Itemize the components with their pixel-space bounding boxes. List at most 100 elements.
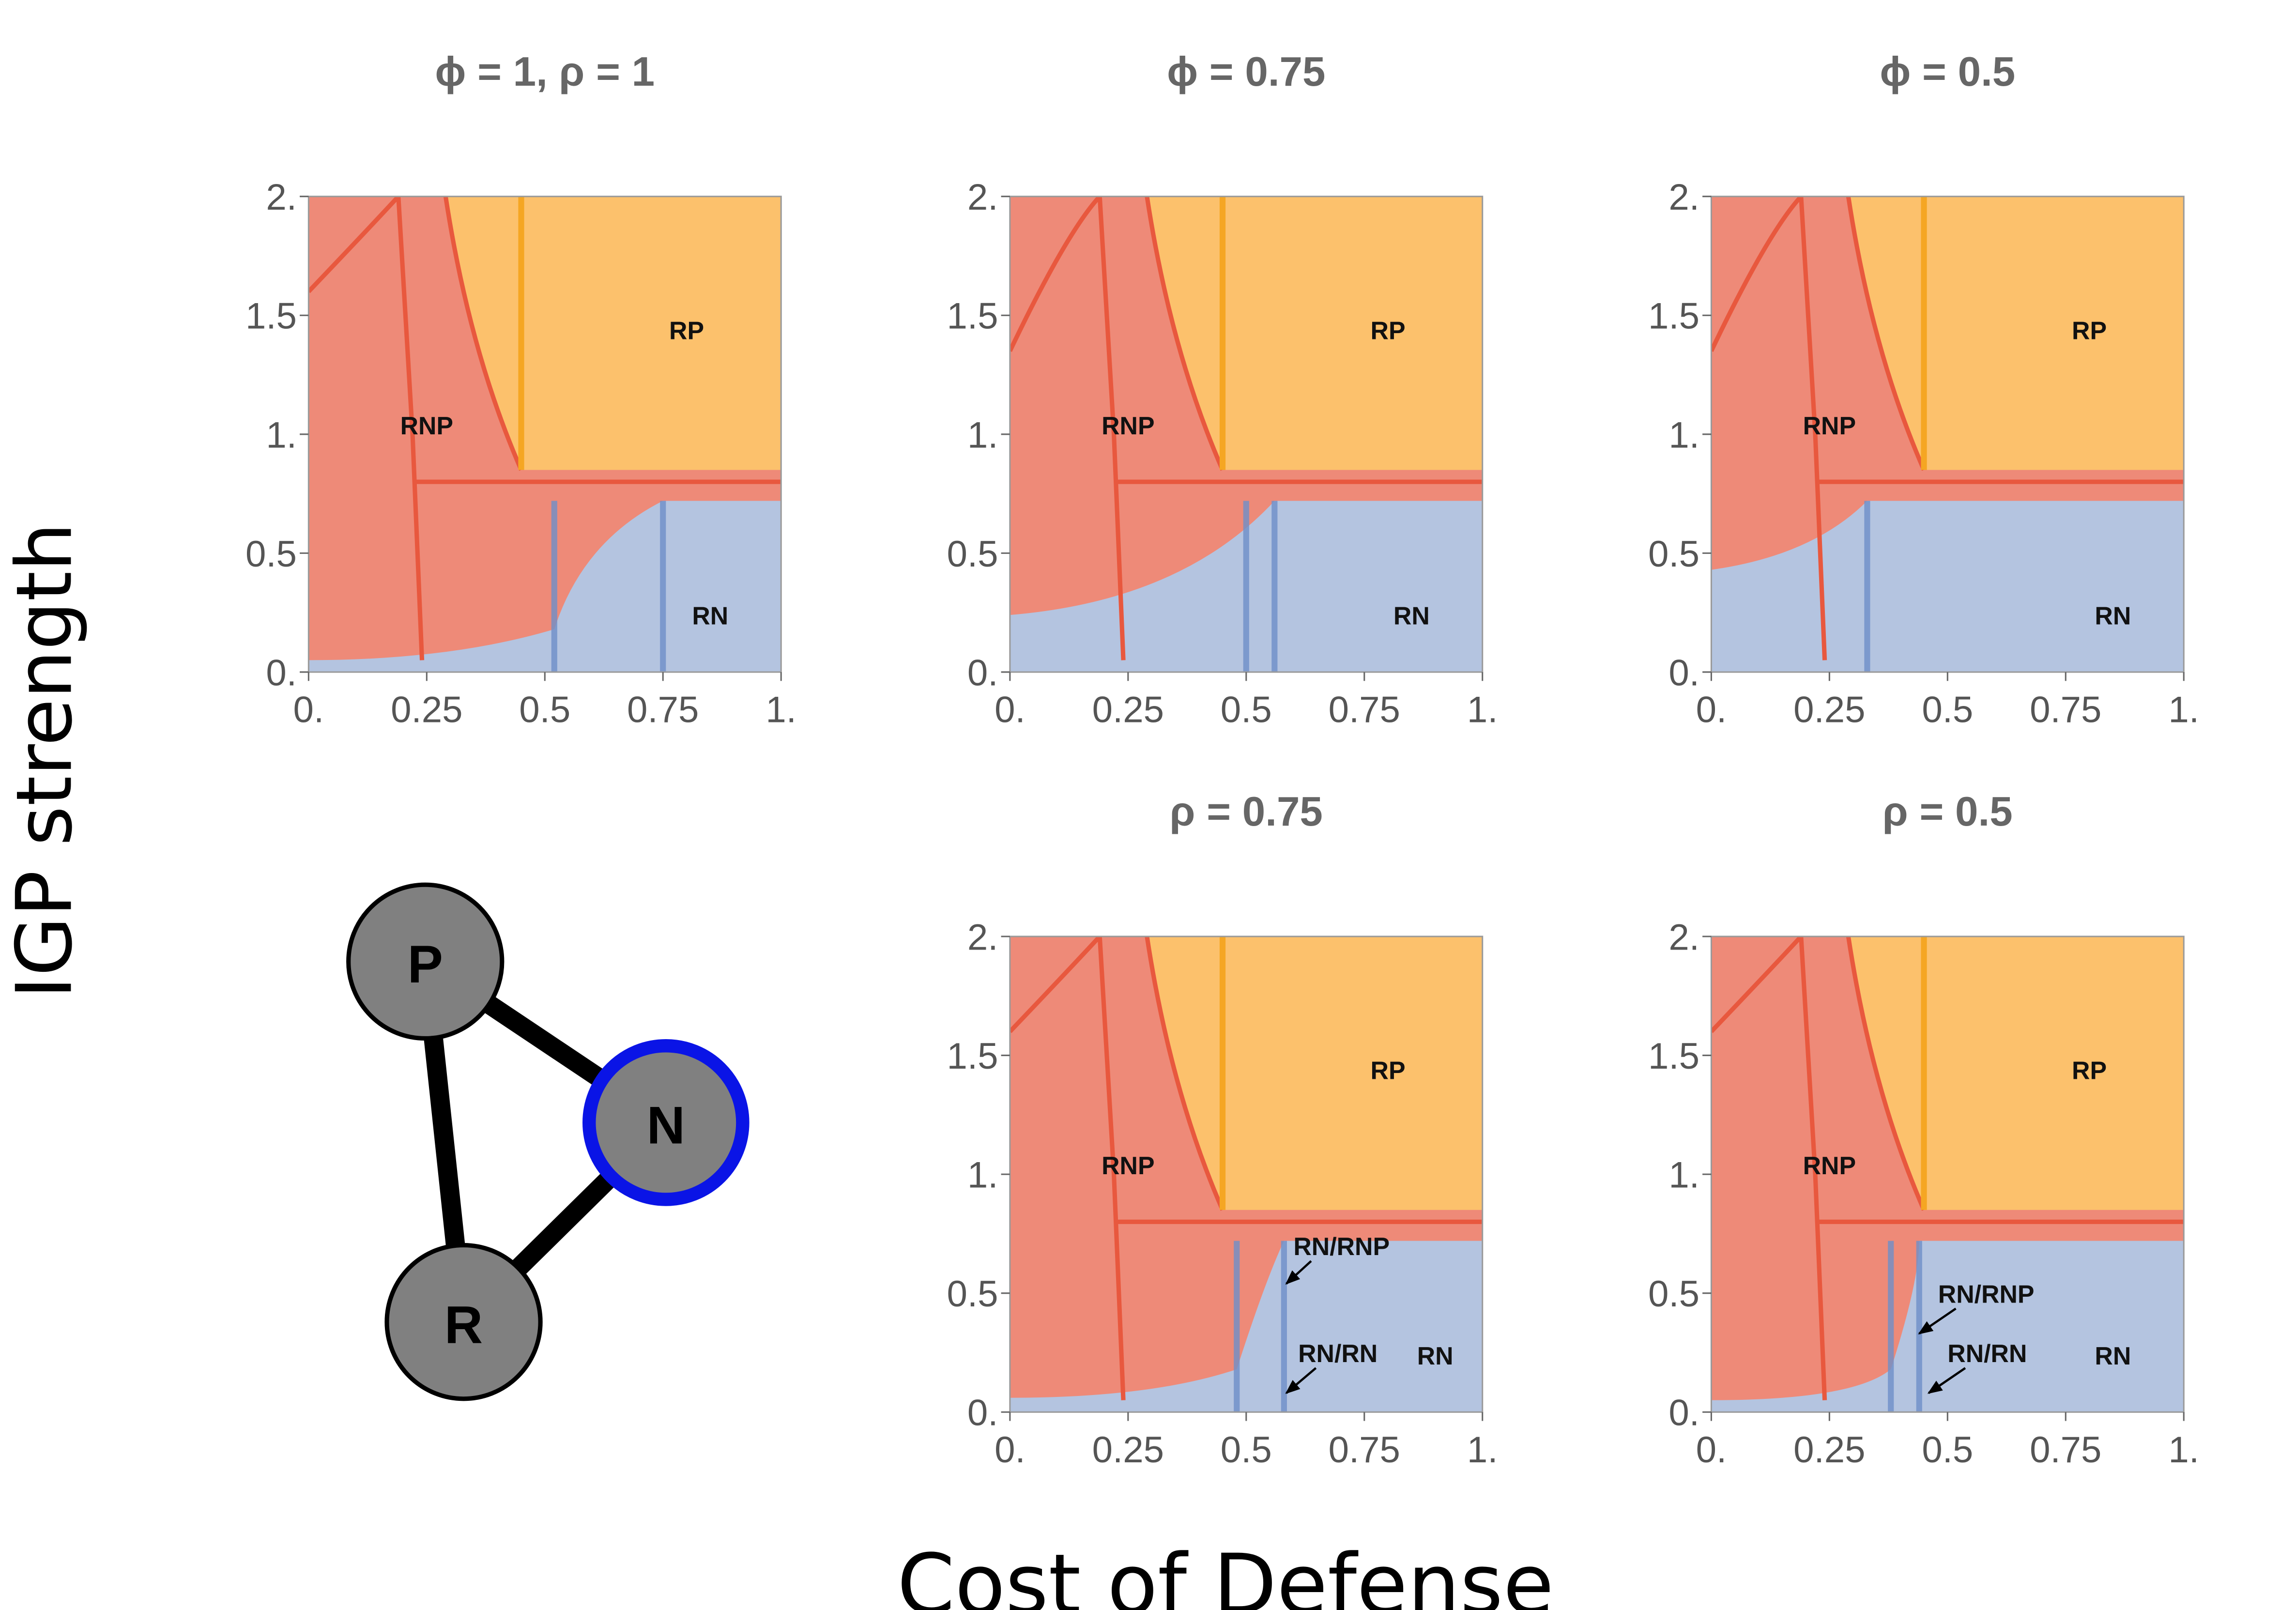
rnp-boundary-line [1711, 196, 1803, 352]
x-tick-label: 0.75 [627, 690, 699, 731]
network-node-n [582, 1039, 750, 1206]
panel-title: ρ = 0.75 [1170, 789, 1323, 835]
region-label-rnp: RNP [1803, 1151, 1856, 1180]
region-rn [1010, 1241, 1483, 1412]
rnp-boundary-line [1010, 196, 1102, 352]
region-label-rnp: RNP [400, 412, 453, 440]
y-tick-label: 0.5 [1648, 1273, 1699, 1315]
x-tick-label: 0. [995, 690, 1026, 731]
annotation-label: RN/RN [1298, 1339, 1378, 1367]
rnp-boundary-line [1145, 196, 1225, 471]
annotation-arrow [1927, 1367, 1966, 1394]
panel-title: ϕ = 0.5 [1880, 49, 2015, 95]
x-tick-label: 0.25 [1092, 690, 1164, 731]
y-tick-label: 0. [967, 652, 998, 693]
network-node-label: R [444, 1295, 483, 1354]
y-tick-label: 2. [266, 177, 297, 218]
panel-1: ϕ = 1, ρ = 1 0. 0.25 0.5 0.75 1. 0. 0.5 1. 1.5 2. R… [245, 49, 796, 731]
region-rp [445, 196, 781, 470]
panel-2: ϕ = 0.75 0. 0.25 0.5 0.75 1. 0. 0.5 1. 1.5 2. RNP RP… [947, 49, 1498, 731]
panel-5: ρ = 0.5 0. 0.25 0.5 0.75 1. 0. 0.5 1. 1.5 2. RNP RP R… [1648, 789, 2199, 1471]
y-tick-label: 1. [1668, 1155, 1699, 1196]
region-label-rn: RN [692, 602, 728, 630]
panel-3: ϕ = 0.5 0. 0.25 0.5 0.75 1. 0. 0.5 1. 1.5 2. RNP RP R… [1648, 49, 2199, 731]
x-tick-label: 0.75 [2030, 1429, 2101, 1471]
region-label-rnp: RNP [1102, 1151, 1154, 1180]
x-tick-label: 1. [2168, 1429, 2199, 1471]
region-rp [1147, 196, 1483, 470]
annotation-arrow [1285, 1260, 1312, 1285]
panel-title: ϕ = 0.75 [1167, 49, 1325, 95]
y-tick-label: 1. [967, 414, 998, 456]
y-tick-label: 1. [1668, 414, 1699, 456]
rnp-boundary-line [1846, 936, 1926, 1211]
rnp-boundary-line [1097, 936, 1126, 1400]
region-label-rn: RN [2095, 602, 2131, 630]
region-label-rp: RP [1371, 1057, 1406, 1085]
rnp-boundary-line [308, 196, 400, 293]
region-rn [1711, 1241, 2184, 1412]
rnp-boundary-line [1145, 936, 1225, 1211]
x-tick-label: 1. [765, 690, 796, 731]
x-axis-label: Cost of Defense [897, 1536, 1554, 1610]
x-tick-label: 0. [293, 690, 324, 731]
annotation-label: RN/RN [1947, 1339, 2027, 1367]
network-node-label: N [647, 1096, 685, 1155]
x-tick-label: 0. [1696, 1429, 1727, 1471]
x-tick-label: 1. [1467, 1429, 1498, 1471]
network-node-r [384, 1242, 543, 1401]
rnp-boundary-line [1799, 936, 1827, 1400]
plot-area [308, 196, 781, 672]
y-tick-label: 0. [967, 1393, 998, 1434]
annotation-arrow [1285, 1367, 1317, 1394]
region-rn [1711, 501, 2184, 672]
panels: ϕ = 1, ρ = 1 0. 0.25 0.5 0.75 1. 0. 0.5 1. 1.5 2. R… [245, 49, 2199, 1471]
y-tick-label: 0.5 [1648, 534, 1699, 575]
region-label-rp: RP [669, 316, 704, 344]
y-tick-label: 2. [967, 177, 998, 218]
rnp-boundary-line [1711, 936, 1803, 1033]
plot-area [1711, 196, 2184, 672]
plot-area [1711, 936, 2184, 1412]
annotation-arrow [1918, 1307, 1957, 1335]
region-label-rnp: RNP [1803, 412, 1856, 440]
y-tick-label: 0. [1668, 1393, 1699, 1434]
y-axis-label: IGP strength [0, 522, 89, 999]
region-label-rn: RN [2095, 1342, 2131, 1370]
x-tick-label: 0.5 [1922, 1429, 1973, 1471]
panel-4: ρ = 0.75 0. 0.25 0.5 0.75 1. 0. 0.5 1. 1.5 2. RNP RP… [947, 789, 1498, 1471]
y-tick-label: 1. [967, 1155, 998, 1196]
y-tick-label: 0.5 [947, 1273, 998, 1315]
x-tick-label: 0.5 [519, 690, 570, 731]
y-tick-label: 0. [266, 652, 297, 693]
x-tick-label: 0.75 [1329, 1429, 1400, 1471]
y-tick-label: 1. [266, 414, 297, 456]
region-label-rn: RN [1393, 602, 1430, 630]
network-node-p [346, 882, 505, 1041]
region-label-rn: RN [1417, 1342, 1454, 1370]
panel-title: ϕ = 1, ρ = 1 [435, 49, 655, 95]
x-tick-label: 0.5 [1922, 690, 1973, 731]
region-label-rnp: RNP [1102, 412, 1154, 440]
x-tick-label: 0. [1696, 690, 1727, 731]
y-tick-label: 2. [967, 917, 998, 958]
y-tick-label: 1.5 [1648, 296, 1699, 337]
x-tick-label: 0.25 [1793, 690, 1865, 731]
x-tick-label: 0.75 [2030, 690, 2101, 731]
x-tick-label: 0.5 [1221, 1429, 1272, 1471]
annotation-label: RN/RNP [1938, 1280, 2035, 1308]
network-node-label: P [408, 935, 443, 994]
panel-title: ρ = 0.5 [1883, 789, 2013, 835]
x-tick-label: 0.5 [1221, 690, 1272, 731]
x-tick-label: 0.25 [1092, 1429, 1164, 1471]
rnp-boundary-line [1846, 196, 1926, 471]
x-tick-label: 0. [995, 1429, 1026, 1471]
region-rp [1147, 936, 1483, 1210]
region-rp [1848, 936, 2184, 1210]
y-tick-label: 2. [1668, 177, 1699, 218]
y-tick-label: 2. [1668, 917, 1699, 958]
plot-area [1010, 936, 1483, 1412]
x-tick-label: 1. [2168, 690, 2199, 731]
x-tick-label: 1. [1467, 690, 1498, 731]
